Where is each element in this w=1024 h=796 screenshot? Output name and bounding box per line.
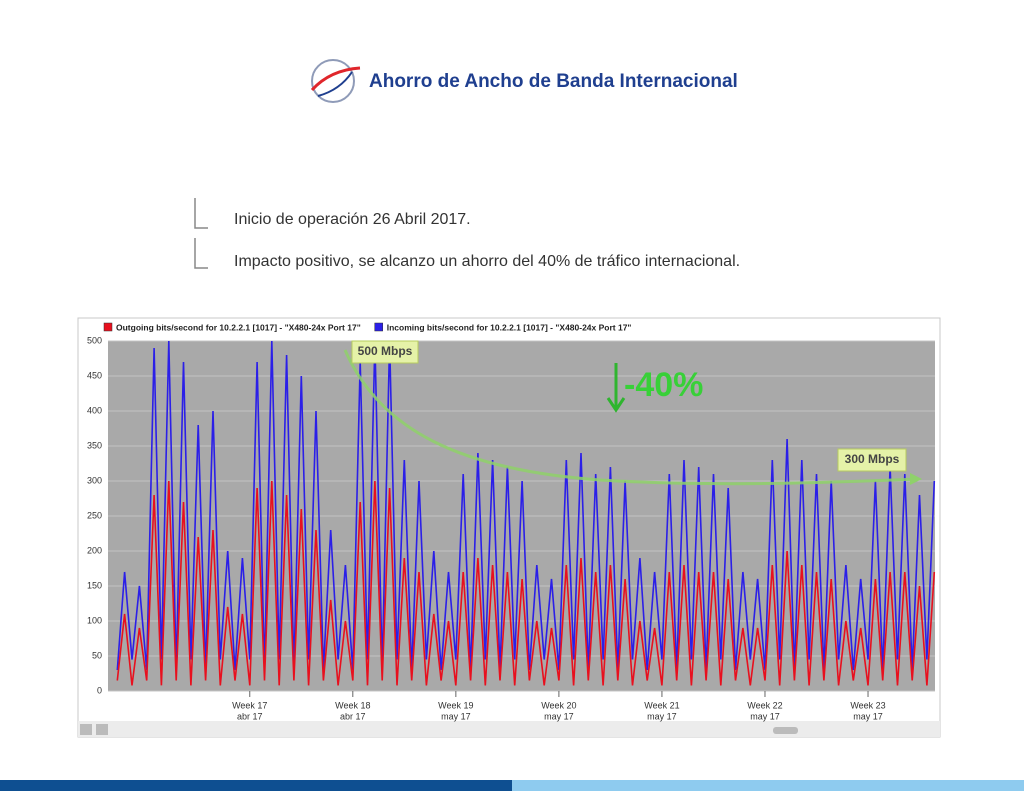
footer-bar — [0, 780, 512, 791]
settings-button[interactable] — [80, 724, 92, 735]
x-tick-label: Week 19 — [438, 700, 473, 710]
legend-label: Incoming bits/second for 10.2.2.1 [1017]… — [387, 322, 632, 332]
x-tick-sublabel: may 17 — [853, 711, 883, 721]
y-tick-label: 500 — [87, 335, 102, 345]
x-tick-sublabel: may 17 — [441, 711, 471, 721]
arrow-head — [910, 473, 922, 485]
x-tick-sublabel: abr 17 — [340, 711, 366, 721]
x-tick-label: Week 20 — [541, 700, 576, 710]
x-tick-sublabel: abr 17 — [237, 711, 263, 721]
bullet: Inicio de operación 26 Abril 2017. — [234, 211, 471, 228]
bullet: Impacto positivo, se alcanzo un ahorro d… — [234, 253, 740, 270]
x-tick-label: Week 21 — [644, 700, 679, 710]
annotation: -40% — [624, 366, 703, 404]
down-arrow — [606, 363, 626, 413]
page-title: Ahorro de Ancho de Banda Internacional — [369, 71, 738, 92]
y-tick-label: 250 — [87, 510, 102, 520]
y-tick-label: 150 — [87, 580, 102, 590]
y-tick-label: 300 — [87, 475, 102, 485]
y-tick-label: 50 — [92, 650, 102, 660]
scrollbar[interactable] — [773, 727, 798, 734]
callout — [351, 340, 419, 364]
series-line — [116, 480, 936, 686]
y-tick-label: 0 — [97, 685, 102, 695]
trend-arrow — [343, 349, 919, 486]
annotation: 500 Mbps — [358, 344, 413, 358]
x-tick-label: Week 18 — [335, 700, 370, 710]
legend-swatch — [103, 322, 113, 332]
callout — [837, 448, 907, 472]
lines — [116, 340, 936, 686]
x-tick-sublabel: may 17 — [647, 711, 677, 721]
y-tick-label: 200 — [87, 545, 102, 555]
y-tick-label: 400 — [87, 405, 102, 415]
x-tick-sublabel: may 17 — [750, 711, 780, 721]
x-tick-label: Week 22 — [747, 700, 782, 710]
legend-swatch — [374, 322, 383, 332]
footer-bar — [512, 780, 1024, 791]
x-tick-sublabel: may 17 — [544, 711, 574, 721]
y-tick-label: 350 — [87, 440, 102, 450]
toolbar — [78, 721, 940, 737]
y-tick-label: 450 — [87, 370, 102, 380]
legend-label: Outgoing bits/second for 10.2.2.1 [1017]… — [116, 322, 361, 332]
bullet-markers — [194, 198, 208, 269]
time-button[interactable] — [96, 724, 108, 735]
series-line — [116, 340, 936, 671]
logo — [310, 59, 361, 103]
annotation: 300 Mbps — [845, 452, 900, 466]
x-tick-label: Week 17 — [232, 700, 267, 710]
x-tick-label: Week 23 — [850, 700, 885, 710]
y-tick-label: 100 — [87, 615, 102, 625]
